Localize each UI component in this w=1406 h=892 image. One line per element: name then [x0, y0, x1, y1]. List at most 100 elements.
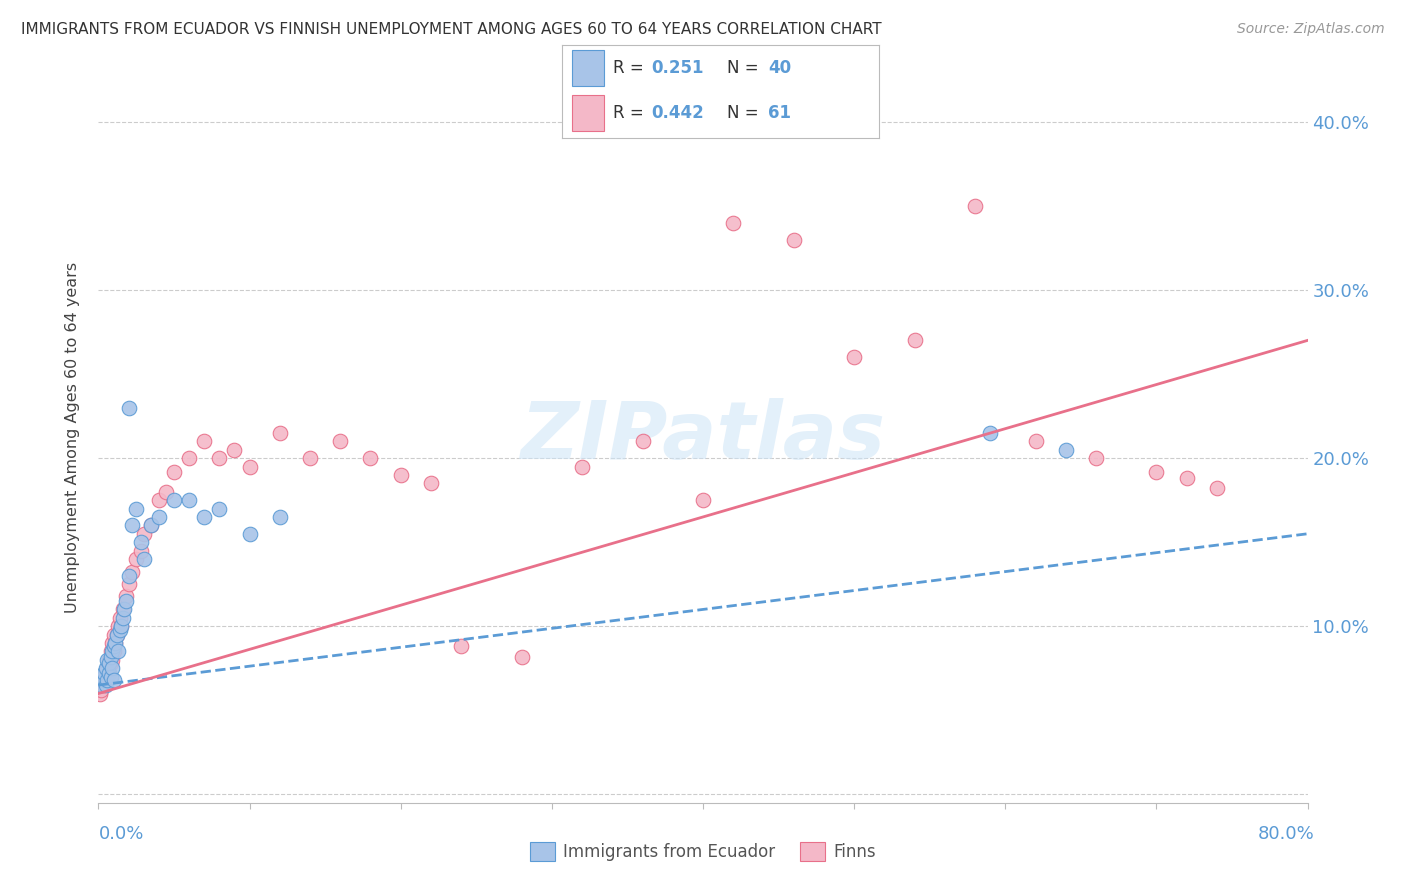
Point: [118, 569, 141, 583]
Point: [118, 577, 141, 591]
Text: R =: R =: [613, 104, 650, 122]
Point: [108, 623, 131, 637]
Point: [360, 451, 382, 466]
Point: [299, 451, 322, 466]
Point: [571, 459, 593, 474]
Point: [450, 640, 472, 654]
Point: [129, 543, 152, 558]
Point: [163, 465, 186, 479]
FancyBboxPatch shape: [572, 50, 603, 86]
Point: [94, 678, 117, 692]
Point: [96, 653, 118, 667]
Point: [125, 552, 148, 566]
Legend: Immigrants from Ecuador, Finns: Immigrants from Ecuador, Finns: [523, 835, 883, 868]
Point: [101, 644, 124, 658]
Point: [129, 535, 152, 549]
Point: [114, 594, 136, 608]
Point: [103, 644, 125, 658]
Point: [93, 673, 115, 687]
Point: [93, 666, 115, 681]
Point: [510, 649, 533, 664]
Point: [94, 666, 117, 681]
Point: [1085, 451, 1108, 466]
Point: [389, 467, 412, 482]
Text: 80.0%: 80.0%: [1258, 825, 1315, 843]
Point: [91, 678, 114, 692]
Point: [96, 661, 118, 675]
Point: [121, 518, 143, 533]
Point: [1024, 434, 1046, 449]
Point: [1054, 442, 1077, 457]
Point: [90, 678, 112, 692]
Point: [110, 619, 132, 633]
Point: [101, 653, 124, 667]
Text: ZIPatlas: ZIPatlas: [520, 398, 886, 476]
Point: [103, 627, 125, 641]
Y-axis label: Unemployment Among Ages 60 to 64 years: Unemployment Among Ages 60 to 64 years: [65, 261, 80, 613]
Point: [94, 661, 117, 675]
Text: 0.251: 0.251: [651, 59, 703, 77]
Point: [329, 434, 352, 449]
Point: [965, 199, 987, 213]
Point: [93, 678, 115, 692]
Point: [179, 493, 201, 508]
Point: [239, 459, 262, 474]
Point: [105, 627, 128, 641]
Point: [98, 653, 121, 667]
Point: [208, 451, 231, 466]
Point: [118, 401, 141, 415]
Point: [100, 644, 122, 658]
Point: [100, 657, 122, 671]
Point: [148, 510, 170, 524]
Point: [91, 673, 114, 687]
Point: [107, 644, 129, 658]
FancyBboxPatch shape: [572, 95, 603, 131]
Point: [98, 657, 121, 671]
Point: [101, 636, 124, 650]
Point: [193, 510, 215, 524]
Point: [125, 501, 148, 516]
Point: [104, 636, 127, 650]
Text: 61: 61: [768, 104, 792, 122]
Point: [103, 673, 125, 687]
Point: [100, 670, 122, 684]
Point: [141, 518, 163, 533]
Point: [155, 484, 177, 499]
Text: N =: N =: [727, 104, 763, 122]
Point: [193, 434, 215, 449]
Point: [101, 661, 124, 675]
Point: [107, 619, 129, 633]
Point: [93, 670, 115, 684]
Point: [111, 611, 134, 625]
Point: [104, 636, 127, 650]
Point: [179, 451, 201, 466]
Point: [121, 566, 143, 580]
Point: [141, 518, 163, 533]
Point: [269, 425, 291, 440]
Point: [723, 216, 745, 230]
Point: [1144, 465, 1167, 479]
Point: [208, 501, 231, 516]
Point: [692, 493, 714, 508]
Point: [90, 678, 112, 692]
Point: [103, 640, 125, 654]
Point: [91, 670, 114, 684]
Point: [844, 350, 866, 364]
Text: 0.442: 0.442: [651, 104, 704, 122]
Point: [979, 425, 1001, 440]
Point: [148, 493, 170, 508]
Point: [631, 434, 654, 449]
Point: [111, 602, 134, 616]
Text: 40: 40: [768, 59, 792, 77]
Point: [105, 627, 128, 641]
Point: [239, 526, 262, 541]
Point: [108, 611, 131, 625]
Point: [224, 442, 246, 457]
Point: [1175, 471, 1198, 485]
Text: IMMIGRANTS FROM ECUADOR VS FINNISH UNEMPLOYMENT AMONG AGES 60 TO 64 YEARS CORREL: IMMIGRANTS FROM ECUADOR VS FINNISH UNEMP…: [21, 22, 882, 37]
Point: [904, 334, 927, 348]
Point: [269, 510, 291, 524]
Point: [96, 673, 118, 687]
Point: [94, 673, 117, 687]
Text: R =: R =: [613, 59, 650, 77]
